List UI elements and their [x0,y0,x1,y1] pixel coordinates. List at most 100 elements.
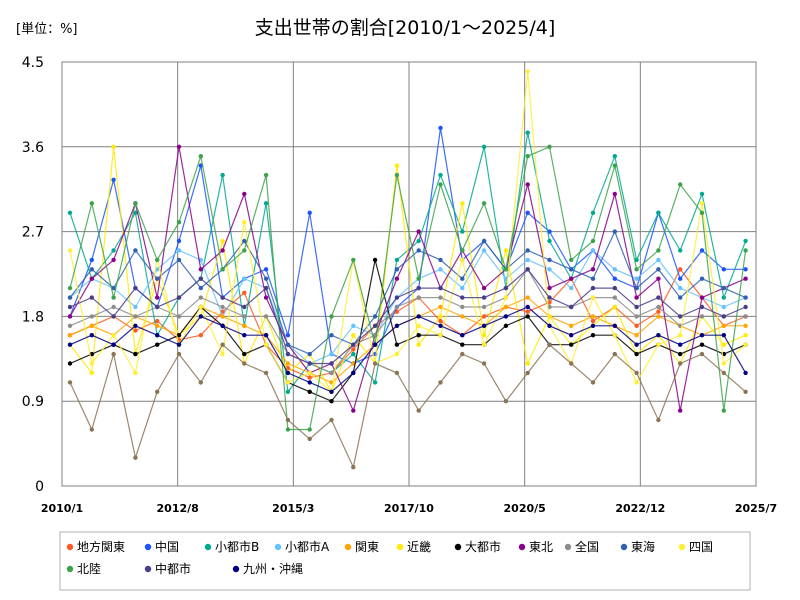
data-point [155,389,160,394]
data-point [372,342,378,347]
data-point [569,342,574,347]
data-point [743,370,748,376]
data-point [67,314,73,319]
data-point [503,399,509,404]
data-point [699,342,705,347]
data-point [699,295,705,300]
legend-item: 小都市A [274,539,330,554]
y-tick-label: 2.7 [22,225,44,241]
data-point [656,333,661,338]
data-point [394,370,400,376]
legend-marker [620,543,628,551]
data-point [285,370,291,376]
data-point [67,210,73,215]
legend-label: 東北 [529,540,553,554]
data-point [242,191,247,197]
data-point [743,295,748,300]
legend-item: 近畿 [396,540,431,554]
data-point [67,342,73,347]
legend-item: 大都市 [454,539,501,554]
data-point [198,295,203,300]
data-point [569,304,574,310]
data-point [220,238,225,244]
data-point [481,238,487,244]
data-point [525,361,530,366]
data-point [242,351,247,357]
data-point [525,295,530,300]
data-point [220,323,225,328]
data-point [460,285,465,291]
data-point [176,248,182,253]
data-point [307,436,312,442]
data-point [612,163,617,168]
data-point [351,370,356,376]
data-point [89,257,95,263]
data-point [525,182,530,187]
data-point [481,285,487,291]
data-point [111,144,116,149]
data-point [590,285,596,291]
data-point [699,201,705,206]
data-point [678,267,683,272]
data-point [678,408,683,413]
data-point [133,351,138,357]
data-point [460,276,465,281]
data-point [656,267,661,272]
data-point [307,427,312,432]
data-point [242,248,247,253]
data-point [220,304,225,310]
data-point [67,248,73,253]
data-point [590,314,596,319]
data-point [220,295,225,300]
data-point [590,248,596,253]
data-point [569,333,574,338]
data-point [699,351,705,357]
data-point [263,370,269,376]
data-point [656,309,661,314]
data-point [721,323,726,328]
data-point [678,295,683,300]
data-point [242,220,247,225]
legend-marker [144,543,152,551]
data-point [438,125,443,131]
data-point [503,295,509,300]
data-point [612,229,617,234]
data-point [155,342,160,347]
data-point [460,248,465,253]
data-point [721,295,726,300]
legend-item: 小都市B [204,539,259,554]
legend-marker [66,543,74,551]
data-point [612,276,617,281]
data-point [242,333,247,338]
data-point [133,455,138,460]
data-point [263,201,269,206]
data-point [656,210,661,215]
data-point [394,163,400,168]
data-point [416,248,421,253]
data-point [590,318,596,324]
data-point [656,257,661,263]
series-line [69,230,746,355]
data-point [394,323,400,328]
data-point [460,201,465,206]
data-point [699,314,705,319]
data-point [220,267,225,272]
data-point [67,323,73,328]
data-point [612,295,617,300]
data-point [525,257,530,263]
series-line [69,71,746,393]
legend-label: 小都市B [215,539,259,554]
data-point [111,342,116,347]
x-tick-label: 2022/12 [615,502,665,515]
legend-label: 東海 [631,539,655,554]
data-point [634,342,639,347]
data-point [329,333,334,338]
data-point [198,285,203,291]
data-point [416,408,421,413]
data-point [155,304,160,310]
data-point [547,238,552,244]
legend-marker [518,543,526,551]
data-point [590,238,596,244]
data-point [743,333,748,338]
data-point [198,333,203,338]
